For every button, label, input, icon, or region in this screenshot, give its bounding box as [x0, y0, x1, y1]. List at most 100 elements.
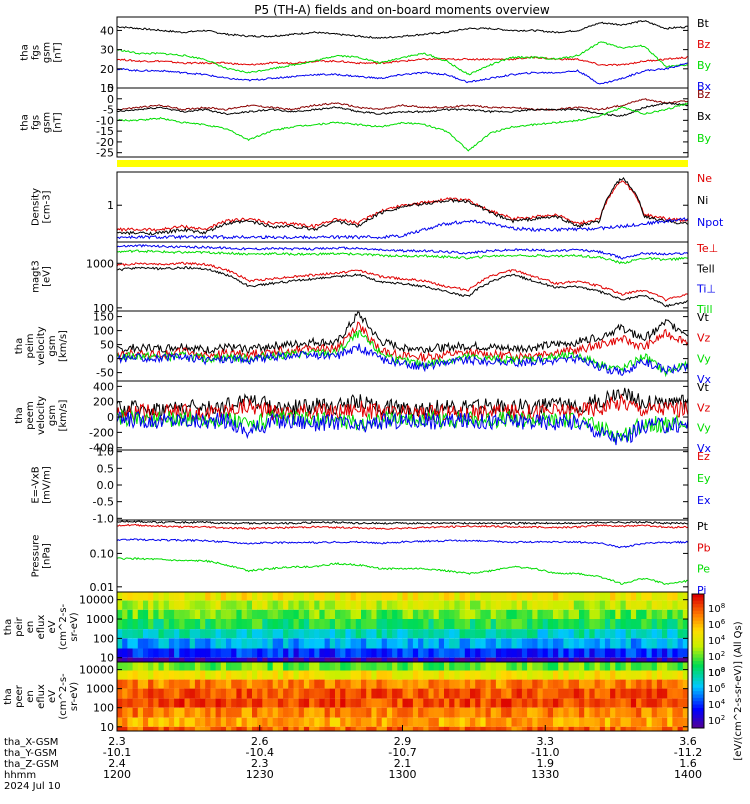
heat-cell — [329, 688, 336, 699]
heat-cell — [241, 619, 248, 630]
heat-cell — [532, 657, 538, 662]
heat-cell — [589, 609, 596, 619]
heat-cell — [329, 662, 336, 671]
heat-cell — [532, 726, 538, 731]
heat-cell — [361, 592, 367, 601]
heat-cell — [184, 688, 191, 699]
heat-cell — [371, 600, 378, 610]
legend-By: By — [697, 132, 712, 145]
heat-cell — [615, 592, 621, 601]
heat-cell — [656, 592, 663, 601]
heat-cell — [215, 717, 222, 727]
heat-cell — [200, 619, 206, 630]
heat-cell — [329, 638, 336, 649]
heat-cell — [137, 638, 144, 649]
heat-cell — [547, 600, 554, 610]
heat-cell — [168, 592, 175, 601]
heat-cell — [516, 707, 523, 718]
heat-cell — [200, 670, 206, 680]
ylabel-2: Density [cm-3] — [31, 188, 53, 226]
heat-cell — [329, 679, 336, 689]
heat-cell — [257, 657, 263, 662]
heat-cell — [137, 609, 144, 619]
heat-cell — [568, 707, 575, 718]
heat-cell — [132, 726, 139, 731]
panel-frame — [116, 449, 689, 521]
heat-cell — [158, 592, 165, 601]
heat-cell — [132, 619, 139, 630]
heat-cell — [454, 657, 461, 662]
heat-cell — [241, 726, 248, 731]
heat-cell — [148, 726, 154, 731]
heat-cell — [366, 688, 372, 699]
heat-cell — [371, 592, 378, 601]
heat-cell — [480, 619, 487, 630]
heat-cell — [444, 662, 450, 671]
series-Vz — [117, 321, 688, 363]
heat-cell — [350, 600, 357, 610]
heat-cell — [132, 657, 139, 662]
heat-cell — [288, 679, 294, 689]
heat-cell — [184, 662, 191, 671]
heat-cell — [174, 592, 180, 601]
heat-cell — [475, 670, 481, 680]
series-Bx — [117, 62, 688, 85]
heat-cell — [132, 670, 139, 680]
heat-cell — [148, 688, 154, 699]
xaxis-value: 3.3 — [537, 735, 555, 748]
legend-Vt: Vt — [697, 311, 710, 324]
heat-cell — [340, 657, 346, 662]
heat-cell — [309, 629, 315, 639]
heat-cell — [636, 698, 642, 708]
heat-cell — [148, 670, 154, 680]
legend-Pt: Pt — [697, 520, 709, 533]
ylabel-line: fgs — [31, 45, 42, 60]
heat-cell — [615, 717, 621, 727]
heat-cell — [272, 717, 279, 727]
heat-cell — [454, 629, 461, 639]
heat-cell — [636, 670, 642, 680]
heat-cell — [480, 629, 487, 639]
heat-cell — [418, 707, 424, 718]
heat-cell — [283, 688, 289, 699]
ytick-label: 50 — [100, 339, 114, 352]
heat-cell — [636, 629, 642, 639]
heat-cell — [386, 648, 393, 658]
heat-cell — [501, 679, 507, 689]
heat-cell — [158, 609, 165, 619]
heat-cell — [423, 670, 429, 680]
heat-cell — [355, 648, 362, 658]
heat-cell — [236, 662, 243, 671]
heat-cell — [262, 707, 268, 718]
heat-cell — [568, 609, 575, 619]
heat-cell — [625, 662, 632, 671]
heat-cell — [293, 670, 300, 680]
heat-cell — [418, 679, 424, 689]
heat-cell — [194, 638, 201, 649]
series-Bt — [117, 20, 688, 40]
heat-cell — [672, 688, 679, 699]
heat-cell — [158, 619, 165, 630]
heat-cell — [662, 638, 668, 649]
heat-cell — [277, 592, 284, 601]
heat-cell — [381, 698, 388, 708]
heat-cell — [558, 592, 564, 601]
heat-cell — [163, 592, 170, 601]
heat-cell — [262, 717, 268, 727]
heat-cell — [667, 726, 673, 731]
heat-cell — [537, 638, 544, 649]
heat-cell — [506, 698, 512, 708]
heat-cell — [298, 670, 305, 680]
heat-cell — [402, 619, 409, 630]
heat-cell — [527, 688, 533, 699]
colorbar-cell — [692, 637, 704, 642]
heat-cell — [272, 648, 279, 658]
heat-cell — [433, 609, 440, 619]
heat-cell — [459, 609, 466, 619]
heat-cell — [148, 707, 154, 718]
heat-cell — [298, 717, 305, 727]
heat-cell — [329, 619, 336, 630]
heat-cell — [511, 698, 518, 708]
heat-cell — [464, 688, 471, 699]
colorbar-cell — [692, 640, 704, 645]
